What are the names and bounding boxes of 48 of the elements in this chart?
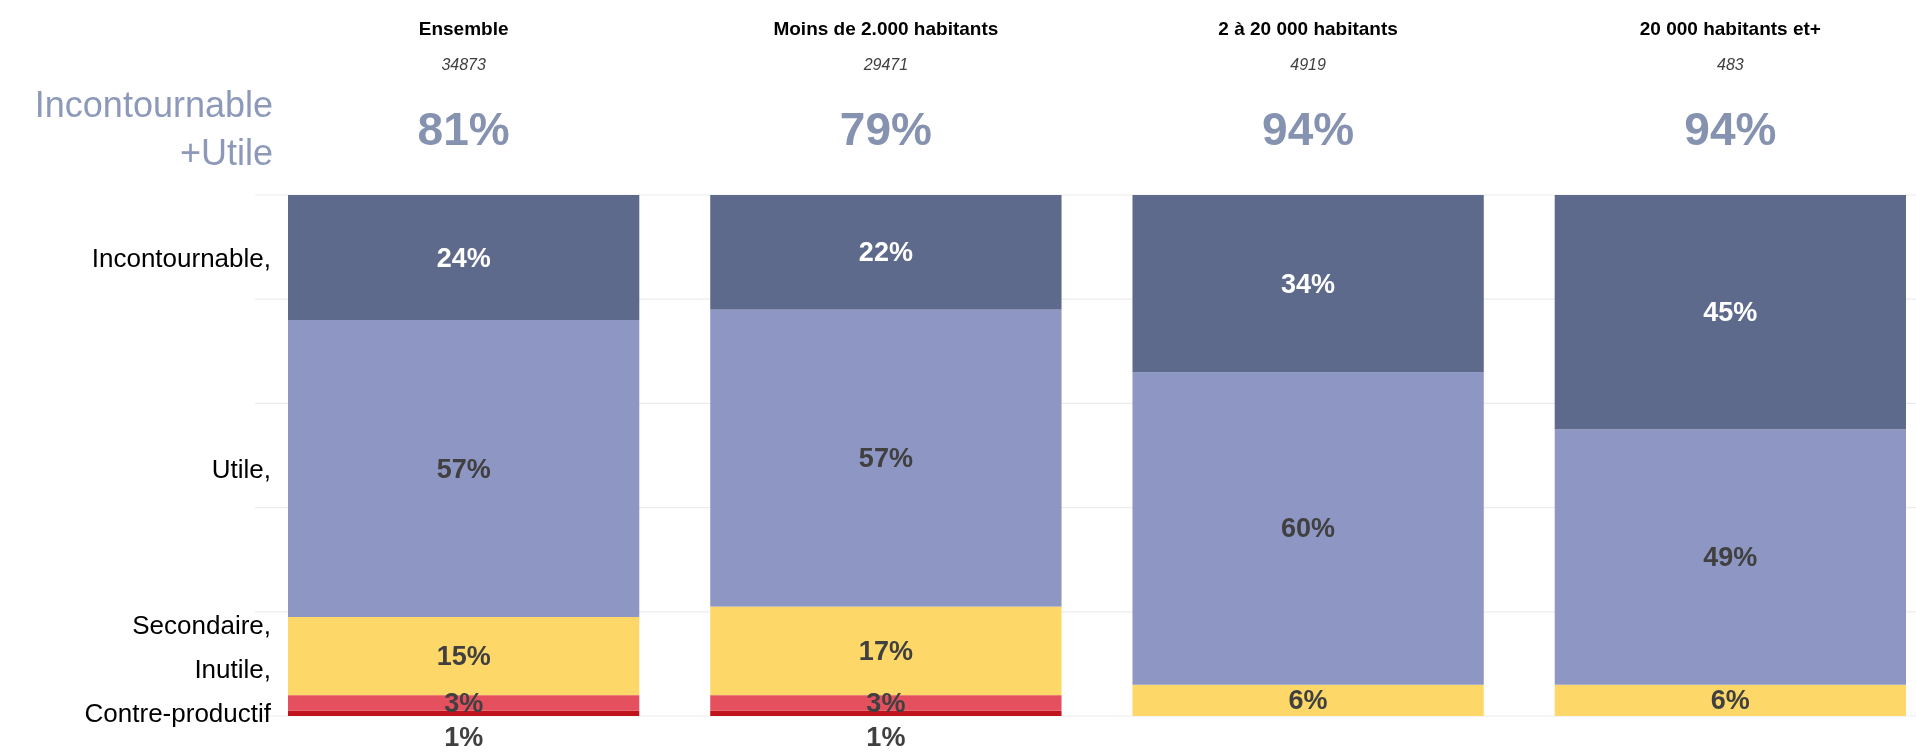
data-label: 34% (1281, 268, 1336, 299)
bar (710, 309, 1062, 607)
data-label: 6% (1288, 685, 1328, 716)
text: 94% (1684, 103, 1777, 155)
data-label: 60% (1281, 513, 1336, 544)
text: 79% (839, 103, 932, 155)
bar (288, 320, 640, 618)
bar (710, 695, 1062, 711)
series-label: Secondaire, (132, 610, 271, 641)
series-label: Incontournable, (91, 242, 271, 273)
bar (710, 195, 1062, 310)
bar (1554, 195, 1906, 430)
data-label: 22% (858, 237, 913, 268)
text: 34873 (441, 55, 486, 73)
x-tick-label: Ensemble (418, 17, 509, 39)
bar (1554, 684, 1906, 716)
data-label: 45% (1703, 297, 1758, 328)
bar (1132, 684, 1484, 716)
bar (1554, 429, 1906, 685)
data-label: 57% (436, 453, 491, 484)
bar (1132, 195, 1484, 373)
data-label: 17% (858, 635, 913, 666)
text: 483 (1717, 55, 1744, 73)
bar (288, 195, 640, 321)
text: 4919 (1290, 55, 1327, 73)
bar (710, 710, 1062, 716)
data-label: 1% (866, 722, 906, 752)
data-label: 6% (1710, 685, 1750, 716)
text: Incontournable +Utile (34, 83, 273, 173)
x-tick-label: 20 000 habitants et+ (1639, 17, 1821, 39)
data-label: 49% (1703, 542, 1758, 573)
series-label: Contre-productif (84, 698, 272, 729)
data-label: 1% (444, 722, 484, 752)
text: 94% (1262, 103, 1355, 155)
x-tick-label: 2 à 20 000 habitants (1218, 17, 1398, 39)
data-label: 3% (444, 687, 484, 718)
bar (288, 710, 640, 716)
data-label: 24% (436, 242, 491, 273)
series-label: Inutile, (194, 654, 271, 685)
data-label: 3% (866, 687, 906, 718)
bar (1132, 372, 1484, 685)
x-tick-label: Moins de 2.000 habitants (773, 17, 999, 39)
text: 81% (417, 103, 510, 155)
text: 29471 (862, 55, 909, 73)
bar (288, 695, 640, 711)
series-label: Utile, (211, 453, 271, 484)
data-label: 57% (858, 443, 913, 474)
data-label: 15% (436, 641, 491, 672)
